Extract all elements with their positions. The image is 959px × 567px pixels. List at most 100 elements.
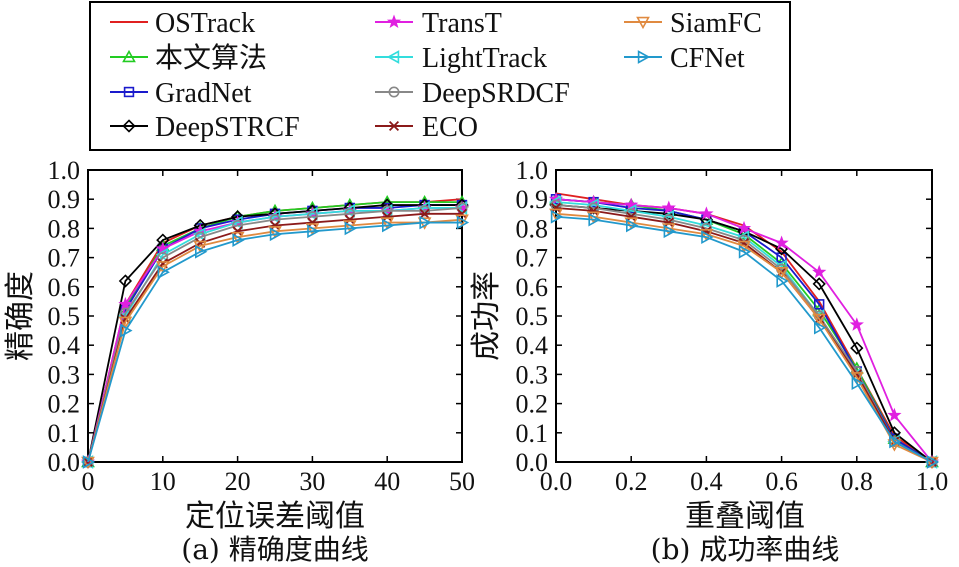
success-series-lighttrack	[548, 195, 938, 469]
success-point-eco	[626, 211, 637, 222]
precision-xtick-label: 0	[82, 467, 95, 496]
success-series-deepsrdcf	[550, 199, 938, 468]
precision-ytick-label: 0.6	[48, 273, 81, 302]
precision-ytick-label: 0.1	[48, 419, 81, 448]
success-series-eco	[550, 202, 938, 468]
legend-label-transt: TransT	[422, 8, 502, 39]
success-caption: (b) 成功率曲线	[651, 533, 840, 566]
precision-line-deepsrdcf	[87, 207, 463, 463]
success-series-cfnet	[550, 209, 940, 469]
legend-marker-cfnet	[637, 50, 651, 64]
legend-label-gradnet: GradNet	[155, 78, 252, 109]
legend-label-ostrack: OSTrack	[155, 8, 255, 39]
precision-point-siamfc	[118, 316, 133, 329]
success-line-cfnet	[555, 215, 933, 463]
precision-point-cfnet	[82, 455, 96, 469]
success-point-cfnet	[813, 320, 827, 335]
precision-point-cfnet	[307, 224, 320, 239]
success-ytick-label: 0.6	[516, 273, 549, 302]
success-point-deepsrdcf	[738, 234, 750, 246]
legend-entry-series-1: 本文算法	[110, 42, 267, 74]
precision-point-transt	[118, 296, 133, 311]
success-point-cfnet	[851, 376, 864, 391]
precision-series-ostrack	[87, 198, 463, 463]
legend-label-deepsrdcf: DeepSRDCF	[422, 78, 570, 109]
success-point-eco	[588, 205, 599, 216]
success-ytick-label: 0.8	[516, 214, 549, 243]
success-point-gradnet	[776, 252, 787, 263]
precision-point-cfnet	[456, 215, 470, 230]
precision-line-series-1	[87, 201, 462, 463]
precision-line-eco	[87, 212, 462, 463]
precision-point-cfnet	[120, 323, 133, 338]
precision-line-lighttrack	[87, 207, 462, 463]
legend-entry-siamfc: SiamFC	[624, 8, 762, 39]
precision-point-eco	[307, 217, 318, 228]
success-xtick-label: 0.8	[841, 467, 874, 496]
precision-series-siamfc	[81, 214, 469, 470]
legend-marker-eco	[388, 120, 400, 132]
success-point-cfnet	[588, 212, 601, 227]
legend-entry-lighttrack: LightTrack	[375, 43, 547, 74]
precision-line-gradnet	[87, 204, 462, 463]
success-point-cfnet	[776, 274, 789, 288]
precision-point-eco	[456, 208, 468, 219]
success-xtick-label: 0.0	[540, 467, 573, 496]
precision-series-transt	[80, 200, 470, 469]
legend-marker-siamfc	[636, 16, 650, 30]
success-point-gradnet	[813, 299, 825, 310]
precision-series-gradnet	[82, 199, 468, 468]
success-ytick-label: 0.0	[516, 448, 549, 477]
success-xtick-label: 0.2	[615, 467, 648, 496]
success-point-cfnet	[926, 455, 940, 469]
legend-marker-series-1	[122, 49, 136, 63]
legend-entry-transt: TransT	[375, 8, 502, 39]
legend-entry-deepsrdcf: DeepSRDCF	[375, 78, 570, 109]
legend-label-cfnet: CFNet	[670, 43, 745, 74]
legend-label-deepstrcf: DeepSTRCF	[155, 112, 300, 143]
legend-marker-transt	[386, 14, 402, 29]
success-point-transt	[774, 235, 789, 250]
precision-point-deepsrdcf	[419, 205, 431, 217]
success-ytick-label: 1.0	[516, 156, 549, 185]
success-point-transt	[887, 407, 902, 422]
success-ytick-label: 0.4	[516, 331, 549, 360]
precision-y-axis-label: 精确度	[3, 271, 38, 361]
precision-xtick-label: 30	[299, 467, 325, 496]
precision-point-cfnet	[157, 265, 170, 280]
success-xtick-label: 0.6	[765, 467, 798, 496]
success-xtick-label: 1.0	[916, 467, 949, 496]
precision-point-eco	[382, 211, 393, 222]
precision-point-cfnet	[381, 218, 395, 233]
success-point-cfnet	[625, 218, 639, 233]
success-point-transt	[661, 200, 676, 215]
success-point-cfnet	[663, 224, 676, 239]
legend-entry-cfnet: CFNet	[624, 43, 745, 74]
precision-series-deepstrcf	[81, 198, 469, 469]
precision-ytick-label: 0.7	[48, 244, 81, 273]
precision-point-cfnet	[419, 215, 432, 230]
precision-point-eco	[419, 208, 430, 219]
precision-xtick-label: 20	[225, 467, 251, 496]
precision-point-eco	[269, 220, 281, 231]
precision-ytick-label: 0.8	[48, 214, 81, 243]
success-ytick-label: 0.9	[516, 185, 549, 214]
precision-line-siamfc	[87, 218, 463, 463]
precision-ytick-label: 0.4	[48, 331, 81, 360]
precision-point-deepstrcf	[118, 274, 133, 288]
precision-point-cfnet	[232, 233, 245, 247]
precision-line-ostrack	[87, 198, 463, 463]
legend-entry-ostrack: OSTrack	[110, 8, 255, 39]
legend-label-series-1: 本文算法	[155, 42, 267, 74]
legend-label-lighttrack: LightTrack	[422, 43, 547, 74]
precision-line-cfnet	[87, 221, 462, 463]
precision-ytick-label: 0.3	[48, 360, 81, 389]
success-point-transt	[699, 206, 714, 220]
precision-ytick-label: 1.0	[48, 156, 81, 185]
precision-point-eco	[344, 214, 355, 225]
precision-series-cfnet	[82, 215, 470, 469]
legend-entry-gradnet: GradNet	[110, 78, 252, 109]
precision-series-lighttrack	[80, 201, 468, 469]
success-point-deepsrdcf	[700, 222, 712, 234]
